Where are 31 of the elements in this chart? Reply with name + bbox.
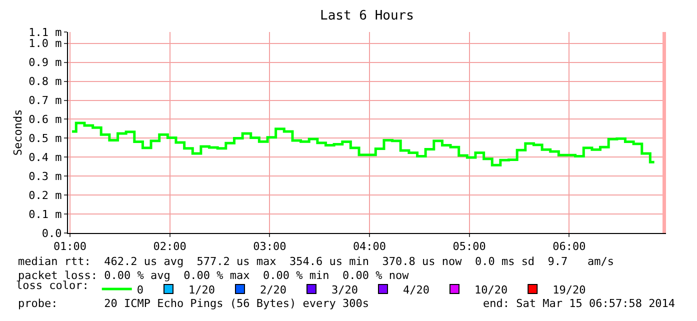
y-tick-label: 0.7 m bbox=[28, 94, 62, 108]
legend-label: 1/20 bbox=[188, 283, 215, 296]
y-tick-label: 0.3 m bbox=[28, 170, 62, 183]
legend-label: 3/20 bbox=[331, 283, 358, 296]
y-tick-label: 0.1 m bbox=[28, 208, 62, 221]
y-tick-label: 0.8 m bbox=[28, 75, 62, 88]
text: probe: 20 ICMP Echo Pings (56 Bytes) every 300s bbox=[18, 297, 369, 310]
text: median rtt: 462.2 us avg 577.2 us max 354.6 us min 370.8 us now 0.0 ms sd 9.7 am/s bbox=[18, 255, 614, 268]
x-tick-label: 04:00 bbox=[352, 240, 386, 254]
x-tick-label: 03:00 bbox=[253, 240, 286, 254]
y-tick-label: 0.0 bbox=[42, 226, 62, 240]
y-axis-title: Seconds bbox=[11, 109, 24, 156]
y-tick-label: 1.0 m bbox=[28, 37, 62, 50]
legend-label: 19/20 bbox=[552, 283, 586, 296]
chart-title: Last 6 Hours bbox=[320, 8, 414, 24]
y-tick-label: 0.9 m bbox=[28, 56, 62, 70]
x-tick-label: 05:00 bbox=[452, 240, 486, 254]
legend-label: 0 bbox=[136, 283, 144, 296]
y-tick-label: 0.2 m bbox=[28, 188, 62, 202]
y-tick-label: 0.6 m bbox=[28, 113, 62, 126]
x-tick-label: 01:00 bbox=[53, 240, 87, 254]
legend-label: 4/20 bbox=[402, 283, 430, 296]
y-tick-label: 0.5 m bbox=[28, 132, 62, 146]
x-tick-label: 02:00 bbox=[153, 240, 186, 254]
x-tick-label: 06:00 bbox=[552, 240, 586, 254]
y-tick-label: 0.4 m bbox=[28, 151, 62, 164]
legend-label: 2/20 bbox=[260, 283, 286, 296]
text: packet loss: 0.00 % avg 0.00 % max 0.00 % min 0.00 % now bbox=[18, 269, 410, 282]
y-tick-label: 1.1 m bbox=[28, 26, 62, 39]
legend-label: 10/20 bbox=[474, 283, 508, 296]
text: end: Sat Mar 15 06:57:58 2014 bbox=[483, 297, 676, 310]
